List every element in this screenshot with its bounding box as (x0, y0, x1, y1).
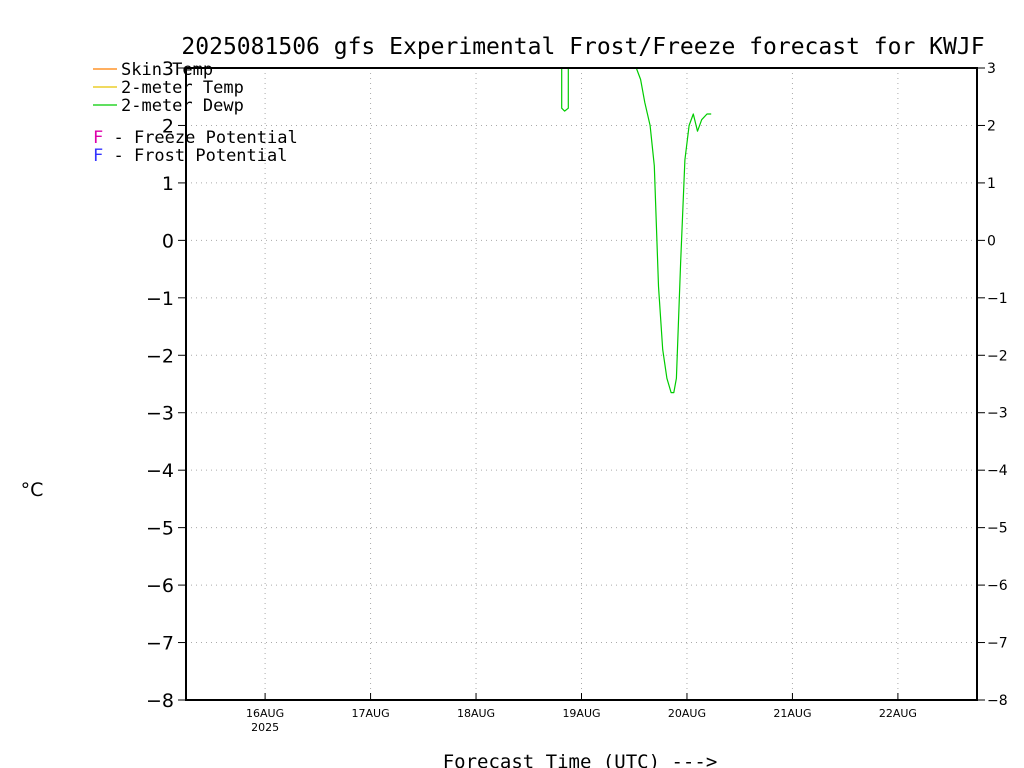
x-tick-label: 20AUG (668, 707, 706, 720)
y-tick-label-left: −7 (146, 633, 174, 655)
y-tick-label-right: 1 (987, 176, 996, 192)
annotation-text: F - Freeze Potential (93, 128, 298, 148)
y-tick-label-right: −3 (987, 406, 1008, 422)
y-tick-label-right: 2 (987, 118, 996, 134)
y-tick-label-right: −8 (987, 693, 1008, 709)
y-tick-label-left: −8 (146, 690, 174, 712)
y-axis: 3 3 2 2 1 1 0 0 −1 −1 −2 −2 −3 −3 −4 −4 −5 −5 −6 −6 −7 −7 −8 −8 (146, 58, 1008, 712)
annotation-description: - Frost Potential (103, 146, 287, 166)
legend-label: 2-meter Temp (121, 78, 244, 98)
x-tick-label: 16AUG (246, 707, 284, 720)
annotation-text: F - Frost Potential (93, 146, 287, 166)
series-line-dewpoint (561, 68, 569, 112)
x-tick-label: 17AUG (352, 707, 390, 720)
y-tick-label-left: −3 (146, 403, 174, 425)
series-line-dewpoint (635, 67, 712, 394)
y-tick-label-right: 0 (987, 233, 996, 249)
y-tick-label-left: −1 (146, 288, 174, 310)
y-tick-label-left: −5 (146, 518, 174, 540)
x-tick-label: 21AUG (773, 707, 811, 720)
chart-title: 2025081506 gfs Experimental Frost/Freeze… (181, 34, 984, 60)
x-tick-label: 19AUG (562, 707, 600, 720)
y-tick-label-left: 1 (162, 173, 174, 195)
y-tick-label-left: −6 (146, 575, 174, 597)
y-tick-label-right: 3 (987, 61, 996, 77)
y-tick-label-left: 3 (162, 58, 174, 80)
y-tick-label-right: −4 (987, 463, 1008, 479)
y-tick-label-right: −7 (987, 636, 1008, 652)
y-tick-label-left: −2 (146, 345, 174, 367)
annotation-marker: F (93, 128, 103, 148)
y-tick-label-left: 0 (162, 230, 174, 252)
y-tick-label-right: −1 (987, 291, 1008, 307)
x-tick-label: 18AUG (457, 707, 495, 720)
x-tick-sublabel: 2025 (251, 721, 279, 734)
y-tick-label-right: −5 (987, 521, 1008, 537)
annotation-description: - Freeze Potential (103, 128, 297, 148)
series-layer (561, 67, 712, 394)
y-tick-label-left: −4 (146, 460, 174, 482)
legend-label: Skin Temp (121, 60, 213, 80)
legend-label: 2-meter Dewp (121, 96, 244, 116)
y-tick-label-left: 2 (162, 115, 174, 137)
grid (186, 67, 977, 701)
annotation-marker: F (93, 146, 103, 166)
x-tick-label: 22AUG (879, 707, 917, 720)
y-tick-label-right: −6 (987, 578, 1008, 594)
y-axis-label: °C (21, 479, 44, 501)
x-axis-label: Forecast Time (UTC) ---> (443, 751, 718, 768)
y-tick-label-right: −2 (987, 348, 1008, 364)
